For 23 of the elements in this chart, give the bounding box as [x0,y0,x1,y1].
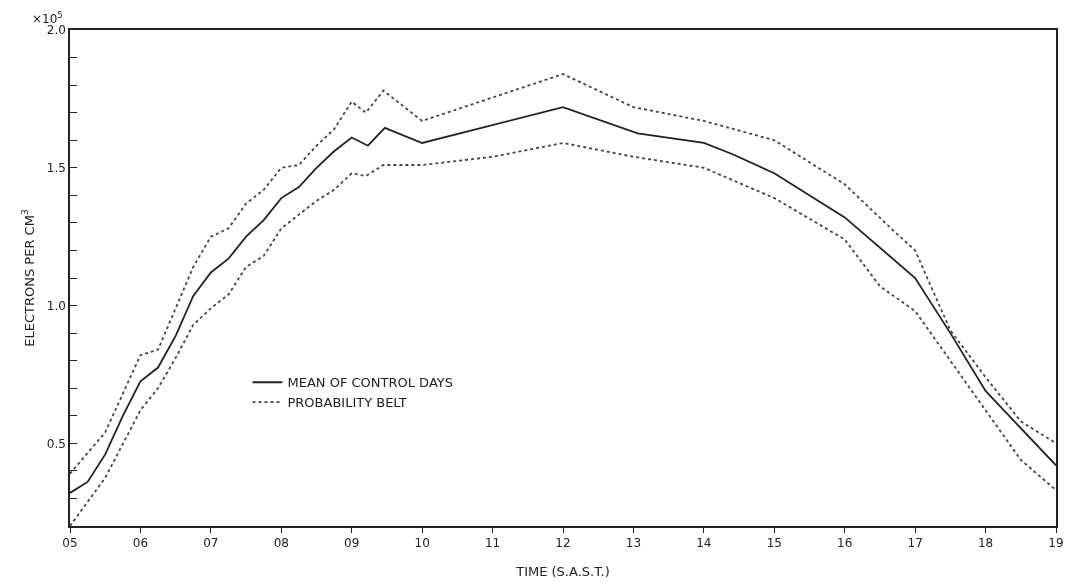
x-tick-label: 11 [484,536,501,551]
y-tick-label: 2.0 [46,23,66,38]
x-tick-label: 13 [625,536,642,551]
x-tick-label: 16 [837,536,853,551]
x-axis-title: TIME (S.A.S.T.) [515,563,610,579]
x-tick-label: 08 [273,536,289,551]
x-tick-label: 06 [132,536,149,551]
y-tick-label: 1.5 [46,160,66,175]
x-tick-label: 07 [203,536,219,551]
x-tick-label: 17 [907,536,923,551]
legend-label: MEAN OF CONTROL DAYS [287,375,453,391]
x-tick-label: 10 [414,536,430,551]
x-tick-label: 19 [1048,536,1064,551]
x-tick-label: 18 [977,536,994,551]
x-tick-label: 09 [344,536,360,551]
x-tick-label: 15 [766,536,782,551]
x-tick-label: 12 [555,536,571,551]
legend-label: PROBABILITY BELT [287,395,407,411]
line-series [70,142,1056,526]
y-tick-label: 0.5 [46,436,66,451]
y-tick-label: 1.0 [46,298,66,313]
x-tick-label: 05 [62,536,78,551]
x-tick-label: 14 [696,536,712,551]
